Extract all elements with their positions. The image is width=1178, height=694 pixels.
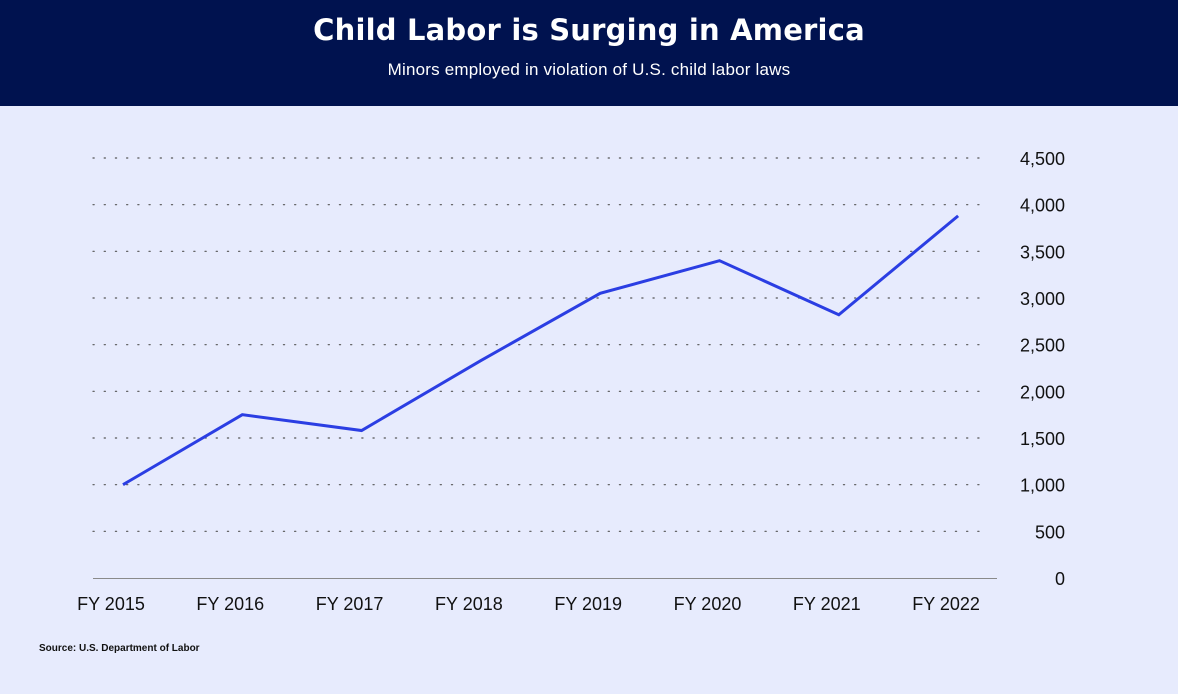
- y-tick-label: 500: [1035, 522, 1065, 542]
- series-line: [122, 214, 960, 486]
- x-tick-label: FY 2020: [674, 594, 742, 614]
- x-tick-label: FY 2016: [196, 594, 264, 614]
- y-tick-label: 2,500: [1020, 336, 1065, 356]
- chart-header: Child Labor is Surging in America Minors…: [0, 0, 1178, 106]
- y-tick-label: 3,500: [1020, 242, 1065, 262]
- x-tick-label: FY 2015: [77, 594, 145, 614]
- y-tick-label: 4,500: [1020, 149, 1065, 169]
- x-tick-label: FY 2021: [793, 594, 861, 614]
- y-tick-label: 4,000: [1020, 196, 1065, 216]
- x-tick-label: FY 2018: [435, 594, 503, 614]
- y-tick-label: 1,500: [1020, 429, 1065, 449]
- source-note: Source: U.S. Department of Labor: [39, 643, 200, 654]
- y-tick-label: 0: [1055, 569, 1065, 589]
- x-tick-label: FY 2017: [316, 594, 384, 614]
- y-tick-label: 3,000: [1020, 289, 1065, 309]
- chart-subtitle: Minors employed in violation of U.S. chi…: [387, 60, 791, 79]
- chart-title: Child Labor is Surging in America: [313, 13, 865, 47]
- x-tick-label: FY 2019: [554, 594, 622, 614]
- y-tick-label: 1,000: [1020, 476, 1065, 496]
- x-tick-label: FY 2022: [912, 594, 980, 614]
- y-tick-label: 2,000: [1020, 382, 1065, 402]
